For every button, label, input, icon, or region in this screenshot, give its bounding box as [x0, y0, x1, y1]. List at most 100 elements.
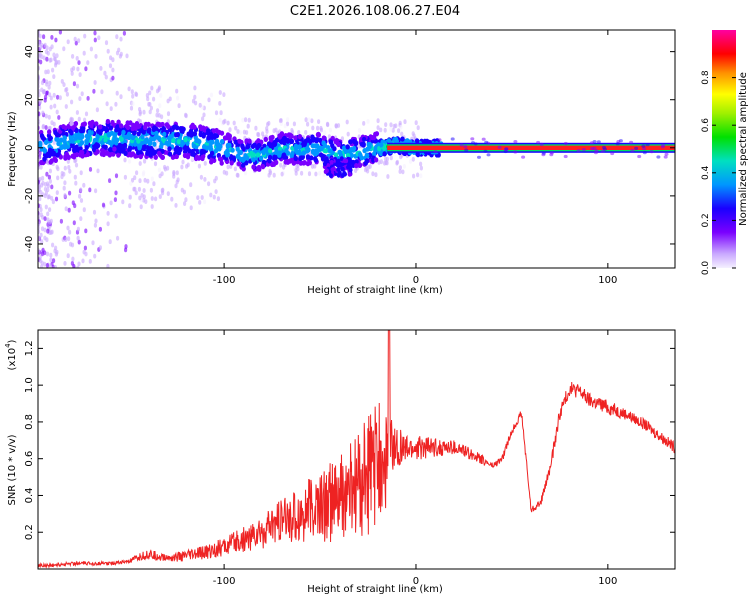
heatmap-ridge-cell	[192, 124, 197, 130]
heatmap-noise-cell	[38, 196, 42, 202]
heatmap-ridge-cell	[267, 158, 272, 164]
heatmap-noise-cell	[48, 58, 52, 63]
heatmap-ridge-cell	[183, 137, 188, 143]
x-tick-label: -100	[213, 275, 236, 286]
heatmap-ridge-cell	[136, 138, 141, 144]
heatmap-noise-cell	[203, 161, 207, 166]
heatmap-noise-cell	[73, 174, 77, 180]
heatmap-noise-cell	[142, 109, 146, 115]
heatmap-noise-cell	[128, 203, 132, 209]
heatmap-noise-cell	[84, 66, 88, 72]
heatmap-noise-cell	[419, 165, 423, 171]
heatmap-noise-cell	[576, 149, 581, 153]
heatmap-noise-cell	[52, 52, 56, 58]
y-tick-label: 1.0	[24, 377, 35, 393]
heatmap-ridge-cell	[301, 150, 306, 156]
heatmap-noise-cell	[154, 196, 158, 202]
heatmap-ridge-cell	[240, 162, 246, 168]
heatmap-noise-cell	[95, 107, 99, 113]
heatmap-noise-cell	[50, 184, 54, 190]
heatmap-noise-cell	[310, 118, 314, 124]
heatmap-noise-cell	[365, 166, 369, 172]
heatmap-noise-cell	[111, 57, 115, 63]
heatmap-noise-cell	[115, 90, 119, 96]
heatmap-ridge-cell	[95, 134, 100, 140]
heatmap-noise-cell	[193, 94, 197, 100]
heatmap-ridge-cell	[75, 133, 81, 139]
heatmap-noise-cell	[52, 140, 56, 145]
heatmap-noise-cell	[49, 104, 53, 110]
heatmap-ridge-cell	[95, 149, 100, 155]
heatmap-noise-cell	[114, 101, 118, 107]
heatmap-noise-cell	[130, 89, 134, 95]
heatmap-ridge-cell	[386, 138, 392, 144]
heatmap-noise-cell	[197, 163, 201, 169]
heatmap-noise-cell	[67, 236, 71, 242]
heatmap-noise-cell	[38, 88, 41, 94]
heatmap-noise-cell	[48, 168, 53, 174]
heatmap-noise-cell	[149, 105, 153, 111]
heatmap-ridge-cell	[88, 130, 93, 136]
heatmap-noise-cell	[52, 74, 56, 79]
heatmap-noise-cell	[150, 176, 154, 182]
heatmap-noise-cell	[267, 172, 271, 178]
heatmap-noise-cell	[403, 119, 407, 125]
heatmap-noise-cell	[38, 99, 43, 105]
heatmap-noise-cell	[49, 95, 53, 101]
heatmap-ridge-cell	[39, 146, 45, 152]
heatmap-noise-cell	[106, 48, 110, 54]
heatmap-noise-cell	[54, 37, 58, 43]
heatmap-noise-cell	[40, 239, 44, 245]
heatmap-noise-cell	[65, 91, 69, 97]
heatmap-noise-cell	[45, 81, 49, 87]
heatmap-ridge-cell	[160, 148, 165, 154]
heatmap-ridge-cell	[116, 119, 121, 125]
heatmap-noise-cell	[63, 261, 67, 266]
heatmap-noise-cell	[336, 123, 341, 128]
heatmap-noise-cell	[226, 120, 230, 126]
heatmap-ridge-cell	[173, 146, 178, 153]
heatmap-ridge-cell	[316, 131, 321, 137]
heatmap-noise-cell	[38, 157, 41, 162]
y-tick-label: 0.4	[24, 488, 35, 504]
heatmap-noise-cell	[610, 151, 615, 156]
heatmap-noise-cell	[70, 99, 74, 105]
heatmap-ridge-cell	[336, 172, 341, 178]
heatmap-noise-cell	[111, 67, 115, 73]
heatmap-noise-cell	[73, 36, 77, 42]
heatmap-ridge-cell	[367, 143, 372, 150]
heatmap-ridge-cell	[209, 139, 214, 145]
heatmap-ridge-cell	[74, 127, 79, 133]
heatmap-ridge-cell	[181, 126, 186, 132]
heatmap-ridge-cell	[293, 135, 298, 141]
heatmap-ridge-cell	[245, 144, 250, 150]
heatmap-noise-cell	[384, 122, 388, 127]
heatmap-noise-cell	[88, 259, 92, 264]
heatmap-noise-cell	[39, 212, 43, 218]
heatmap-ridge-cell	[414, 138, 420, 144]
heatmap-ridge-cell	[43, 139, 49, 145]
heatmap-noise-cell	[196, 195, 200, 201]
heatmap-noise-cell	[216, 196, 220, 202]
heatmap-noise-cell	[48, 179, 53, 184]
heatmap-ridge-cell	[103, 137, 108, 143]
heatmap-ridge-cell	[178, 146, 183, 153]
x-tick-label: -100	[213, 576, 236, 587]
heatmap-ridge-cell	[47, 147, 53, 153]
heatmap-noise-cell	[254, 125, 258, 131]
heatmap-ridge-cell	[255, 152, 261, 158]
heatmap-noise-cell	[38, 111, 41, 117]
heatmap-noise-cell	[38, 235, 41, 241]
heatmap-ridge-cell	[167, 146, 172, 152]
heatmap-noise-cell	[398, 169, 402, 174]
heatmap-noise-cell	[74, 162, 79, 168]
heatmap-noise-cell	[541, 151, 546, 155]
heatmap-noise-cell	[71, 200, 75, 206]
heatmap-ridge-cell	[152, 149, 158, 155]
colorbar-tick-label: 0.8	[701, 70, 711, 85]
heatmap-noise-cell	[384, 156, 388, 162]
heatmap-ridge-cell	[268, 136, 273, 142]
heatmap-noise-cell	[79, 198, 84, 203]
heatmap-noise-cell	[166, 191, 170, 197]
